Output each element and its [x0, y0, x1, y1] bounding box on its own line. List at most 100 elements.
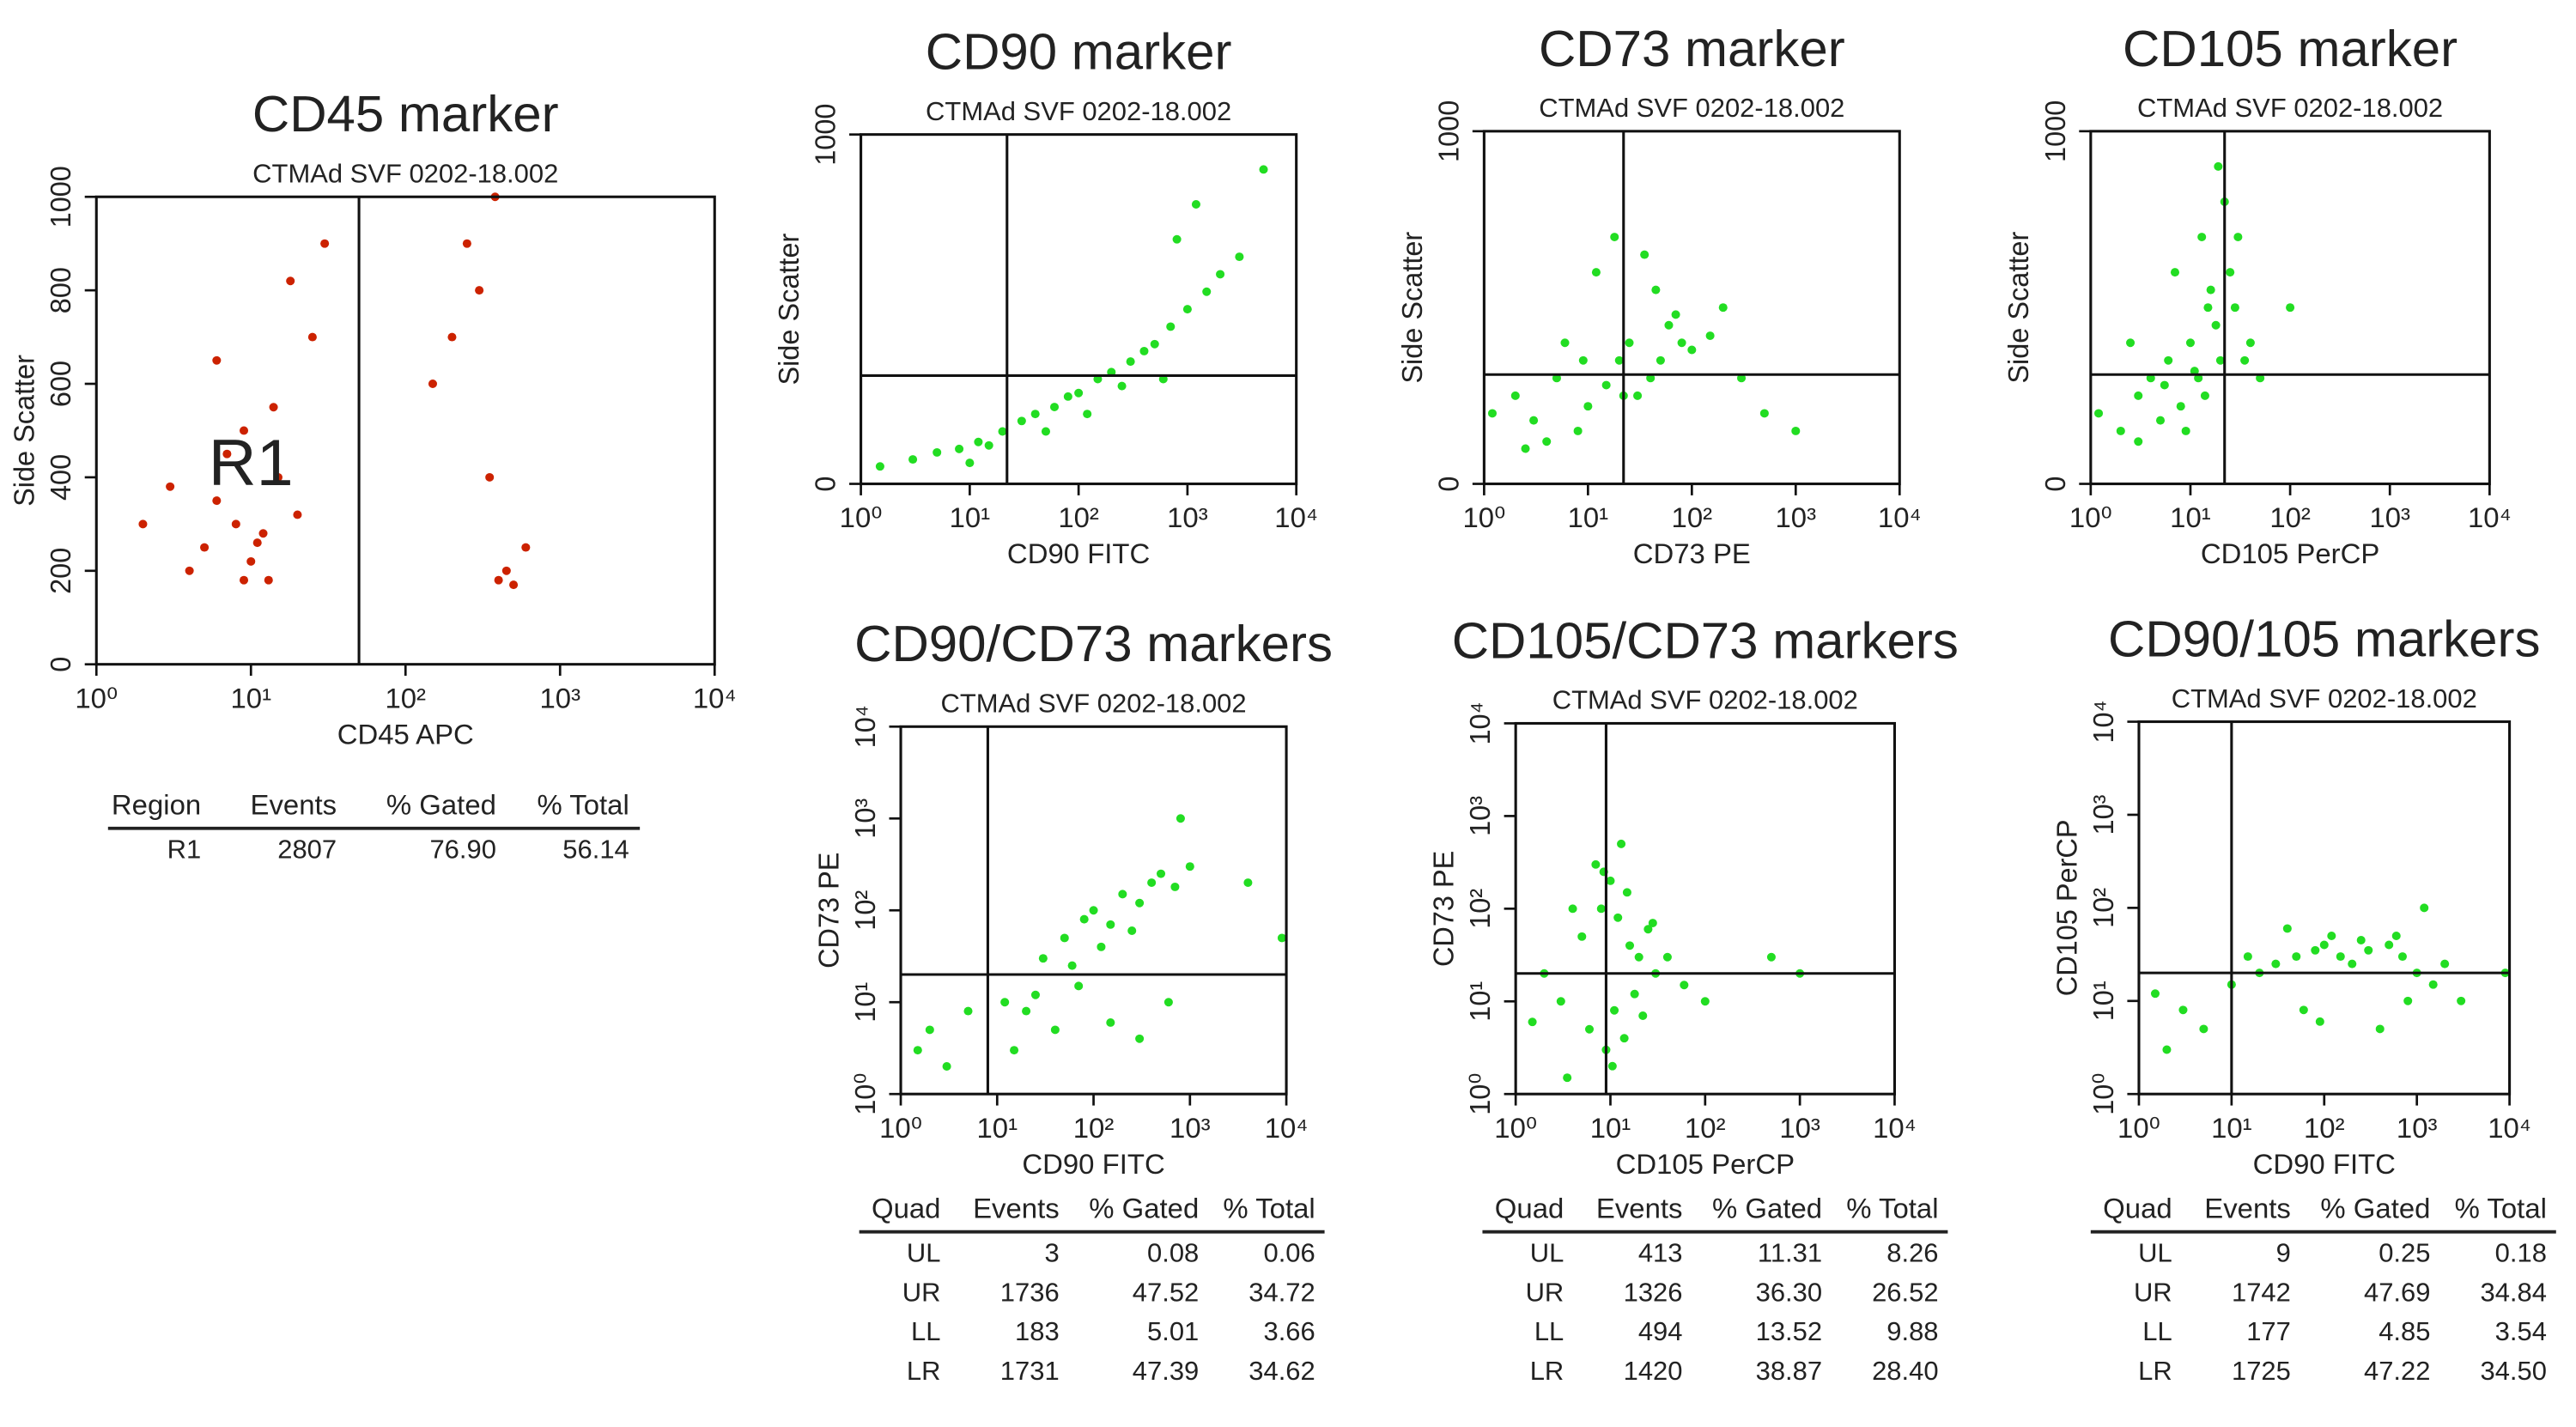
data-point: [1185, 862, 1194, 871]
data-point: [1591, 859, 1601, 869]
x-tick-label: 10¹: [1590, 1112, 1631, 1144]
chart-subtitle: CTMAd SVF 0202-18.002: [252, 159, 558, 189]
table-cell: 1725: [2232, 1356, 2291, 1386]
y-tick-label: 10⁰: [849, 1073, 881, 1115]
y-tick-label: 10¹: [2087, 981, 2119, 1021]
x-tick-label: 10⁴: [1265, 1112, 1309, 1144]
table-header: Quad: [872, 1193, 940, 1224]
data-point: [1662, 952, 1672, 962]
data-point: [1063, 392, 1072, 401]
table-header: Events: [2204, 1193, 2291, 1224]
x-tick-label: 10⁰: [879, 1112, 922, 1144]
data-point: [1191, 200, 1200, 209]
data-point: [1664, 320, 1674, 330]
data-point: [2356, 936, 2366, 944]
data-point: [1277, 933, 1286, 943]
data-point: [1718, 303, 1728, 313]
data-point: [2311, 945, 2320, 955]
x-tick-label: 10³: [1170, 1112, 1211, 1144]
data-point: [1542, 437, 1552, 446]
table-cell: UR: [1526, 1278, 1564, 1308]
x-axis-label: CD45 APC: [337, 719, 474, 750]
data-point: [200, 543, 210, 552]
data-point: [1050, 1025, 1060, 1035]
data-point: [1135, 1034, 1145, 1043]
table-cell: 38.87: [1756, 1356, 1822, 1386]
data-point: [1610, 1005, 1619, 1015]
data-point: [1158, 374, 1168, 384]
data-point: [908, 455, 918, 465]
x-axis-label: CD90 FITC: [2253, 1148, 2396, 1180]
y-axis-label: Side Scatter: [773, 234, 805, 386]
data-point: [428, 380, 437, 388]
data-point: [1528, 1017, 1537, 1027]
data-point: [222, 449, 232, 458]
data-point: [1651, 285, 1661, 295]
data-point: [2134, 437, 2143, 446]
data-point: [1156, 869, 1166, 878]
table-cell: UL: [1530, 1238, 1564, 1268]
data-point: [2215, 355, 2225, 365]
x-tick-label: 10²: [1058, 501, 1099, 533]
data-point: [2181, 426, 2190, 435]
data-point: [1172, 234, 1182, 244]
table-header: % Gated: [2320, 1193, 2430, 1224]
data-point: [1166, 322, 1176, 331]
data-point: [1634, 952, 1643, 962]
y-tick-label: 10³: [1464, 796, 1496, 836]
data-point: [485, 472, 495, 482]
table-cell: UR: [2134, 1278, 2172, 1308]
data-point: [1617, 839, 1626, 848]
data-point: [2391, 932, 2401, 940]
x-tick-label: 10⁴: [2468, 501, 2512, 533]
data-point: [2286, 303, 2295, 313]
data-point: [1107, 367, 1116, 377]
data-point: [1118, 890, 1127, 899]
data-point: [1049, 403, 1060, 411]
y-tick-label: 0: [2039, 477, 2071, 492]
data-point: [1601, 380, 1611, 390]
table-header: Quad: [2103, 1193, 2172, 1224]
data-point: [2375, 1024, 2385, 1034]
data-point: [1560, 338, 1570, 348]
x-tick-label: 10³: [539, 682, 580, 714]
data-point: [984, 440, 993, 450]
y-tick-label: 10²: [849, 890, 881, 931]
data-point: [1022, 1006, 1031, 1016]
data-point: [1510, 391, 1520, 400]
data-point: [1568, 904, 1577, 914]
x-tick-label: 10¹: [230, 682, 271, 714]
data-point: [212, 355, 222, 365]
data-point: [965, 458, 975, 468]
data-point: [2160, 380, 2169, 390]
data-point: [2094, 409, 2104, 418]
data-point: [2282, 924, 2292, 933]
data-point: [1117, 381, 1127, 391]
data-point: [875, 462, 884, 471]
data-point: [1791, 426, 1801, 435]
data-point: [252, 538, 262, 548]
data-point: [231, 519, 240, 529]
y-axis-label: Side Scatter: [8, 355, 39, 507]
data-point: [1687, 345, 1697, 355]
data-point: [212, 496, 222, 506]
data-point: [1643, 925, 1653, 934]
data-point: [2206, 285, 2215, 295]
data-point: [1656, 355, 1665, 365]
table-cell: 3.66: [1263, 1316, 1315, 1346]
table-cell: 8.26: [1886, 1238, 1938, 1268]
data-point: [1584, 1024, 1595, 1034]
data-point: [2164, 355, 2173, 365]
data-point: [1235, 252, 1244, 262]
data-point: [1182, 305, 1192, 314]
table-header: Events: [1596, 1193, 1683, 1224]
x-tick-label: 10¹: [950, 501, 991, 533]
data-point: [925, 1025, 934, 1035]
table-cell: 28.40: [1872, 1356, 1938, 1386]
data-point: [2211, 320, 2221, 330]
data-point: [2126, 338, 2136, 348]
y-axis-label: Side Scatter: [1396, 232, 1428, 384]
y-axis-label: CD105 PerCP: [2050, 820, 2082, 997]
data-point: [1640, 250, 1649, 259]
